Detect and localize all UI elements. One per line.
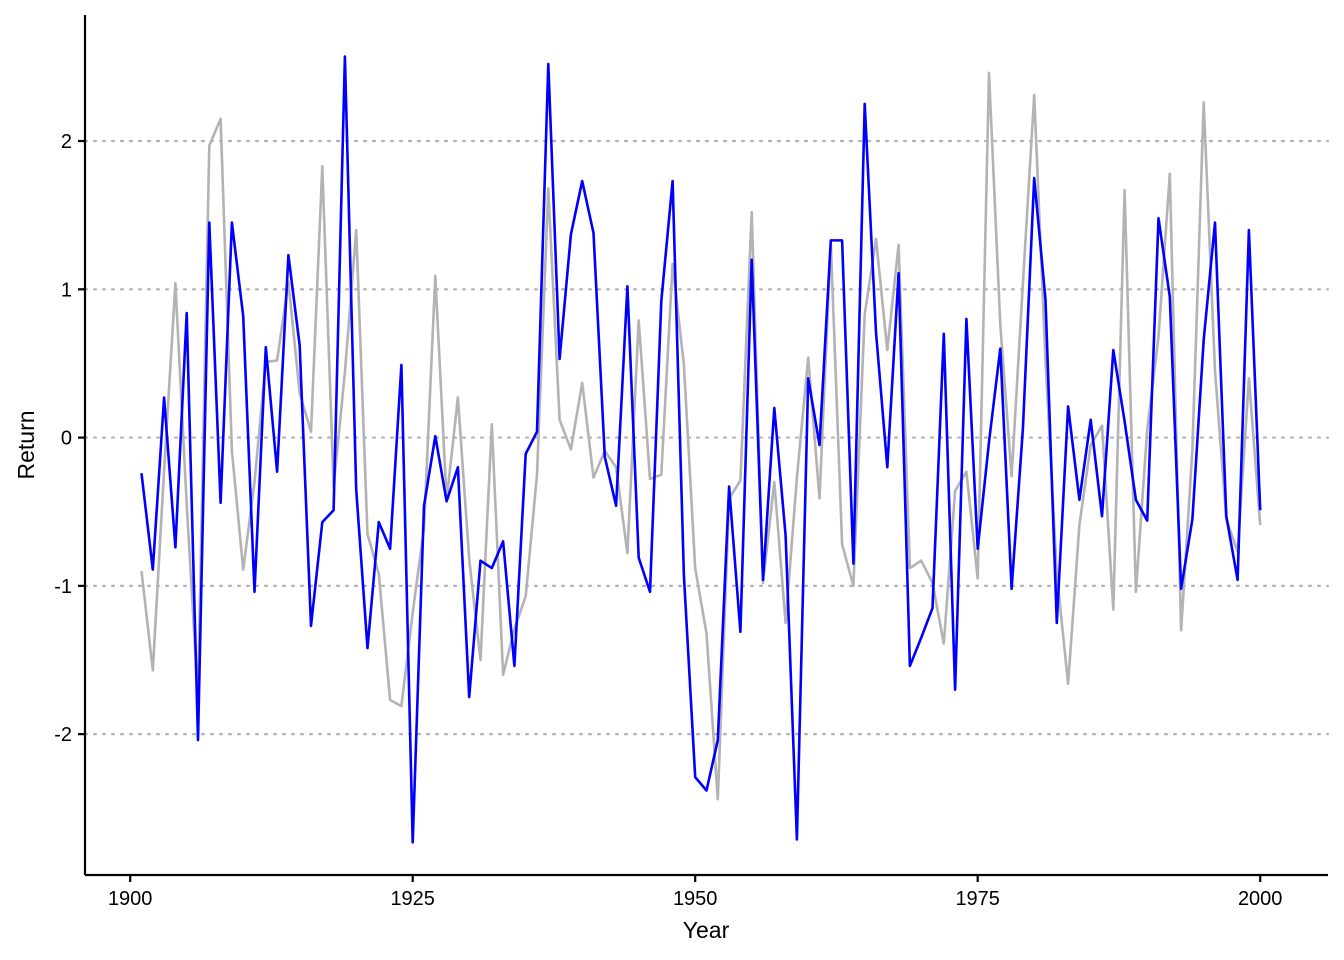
series-layer bbox=[140, 55, 1262, 844]
y-tick-label: 0 bbox=[61, 428, 72, 450]
y-axis-title: Return bbox=[13, 410, 39, 479]
y-tick-label: 1 bbox=[61, 279, 72, 301]
axes: -2 -1 0 1 2 1900 1925 1950 1975 2000 bbox=[54, 15, 1328, 910]
series-line-2 bbox=[140, 71, 1262, 801]
y-tick-label: -2 bbox=[54, 724, 72, 746]
x-tick-label: 2000 bbox=[1238, 888, 1283, 910]
x-tick-label: 1975 bbox=[955, 888, 1000, 910]
y-tick-label: -1 bbox=[54, 576, 72, 598]
x-tick-label: 1925 bbox=[390, 888, 435, 910]
x-axis-title: Year bbox=[683, 917, 730, 943]
series-line-1 bbox=[140, 55, 1262, 844]
y-tick-label: 2 bbox=[61, 131, 72, 153]
x-tick-label: 1900 bbox=[108, 888, 153, 910]
x-tick-label: 1950 bbox=[673, 888, 718, 910]
